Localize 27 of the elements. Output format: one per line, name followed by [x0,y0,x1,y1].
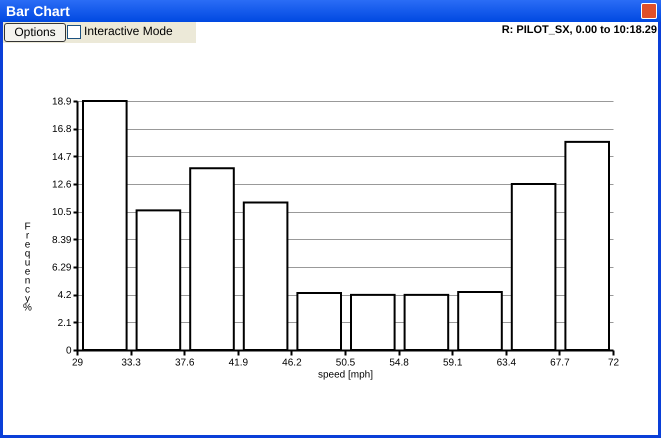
text: Frequency % [23,222,32,314]
y-tick-label: 4.2 [58,290,72,302]
x-tick-label: 50.5 [336,358,356,368]
x-tick-label: 67.7 [550,358,570,368]
x-tick-label: 59.1 [442,358,463,368]
x-tick-label: 33.3 [121,358,142,368]
y-tick-label: 8.39 [52,234,72,246]
chart-title: Bar Chart [6,3,70,19]
x-tick-label: 72 [608,358,620,368]
x-tick-label: 29 [72,358,84,368]
x-tick-label: 37.6 [174,358,195,368]
x-tick-label: 63.4 [496,358,516,368]
x-tick-label: 46.2 [282,358,302,368]
y-tick-label: 14.7 [52,152,72,163]
text: Options [4,23,66,42]
x-tick-label: 54.8 [389,358,410,368]
y-tick-label: 6.29 [52,262,72,274]
text: Interactive Mode [84,24,173,38]
x-tick-label: 41.9 [228,358,248,368]
y-tick-label: 10.5 [52,207,72,218]
y-tick-label: 2.1 [58,318,72,329]
y-tick-label: 0 [66,346,72,356]
y-tick-label: 12.6 [52,180,72,190]
text: R: PILOT_SX, 0.00 to 10:18.29 [502,24,657,36]
y-tick-label: 16.8 [52,124,72,136]
x-axis-title: speed [mph] [318,370,374,380]
y-tick-label: 18.9 [52,96,72,108]
